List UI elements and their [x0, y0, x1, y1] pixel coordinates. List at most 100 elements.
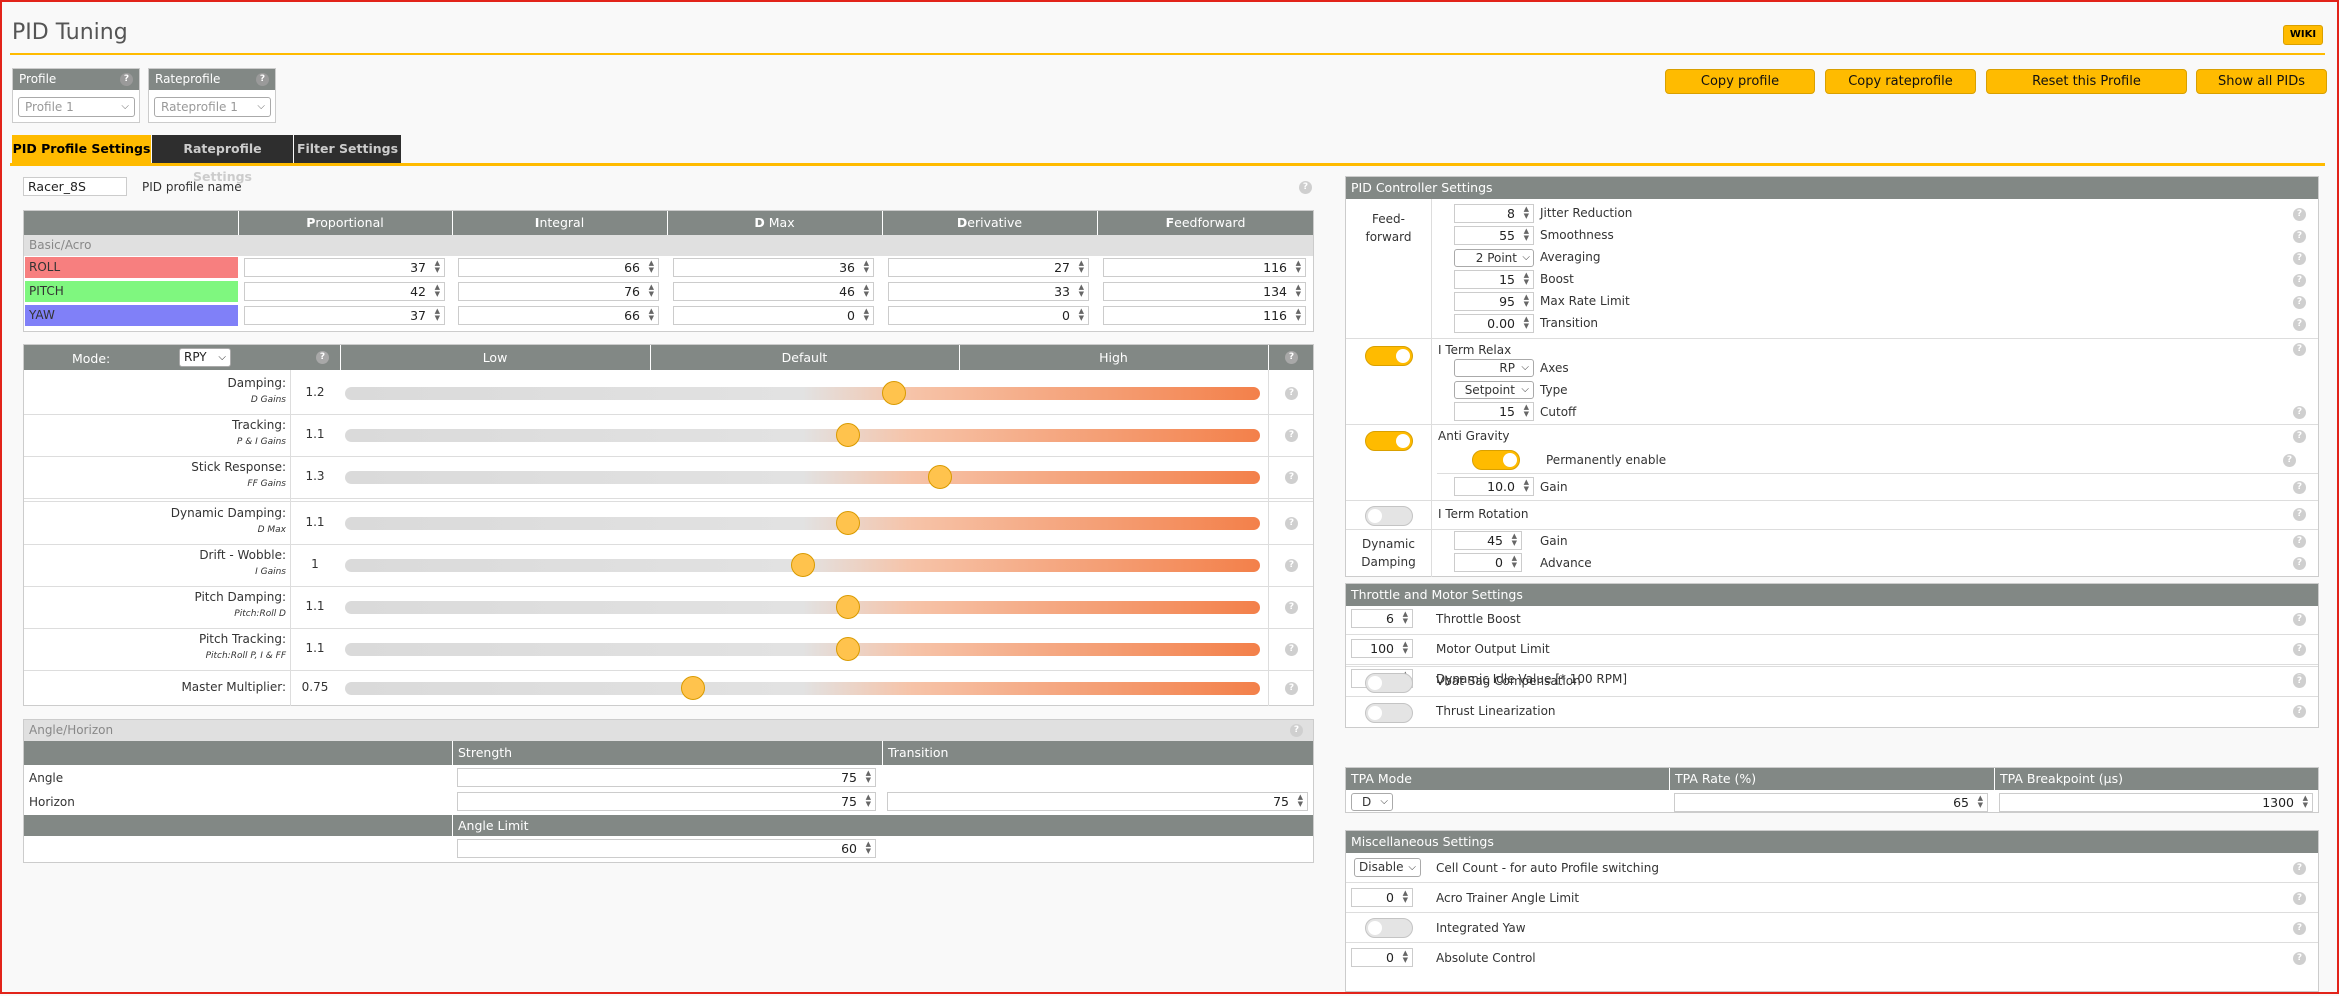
slider-track[interactable] — [345, 601, 1260, 614]
pid-input[interactable]: 134 ▲ ▼ — [1103, 282, 1306, 301]
slider-thumb[interactable] — [928, 465, 952, 489]
pid-input[interactable]: 76 ▲ ▼ — [458, 282, 659, 301]
help-icon[interactable]: ? — [1285, 387, 1298, 400]
pid-input[interactable]: 33 ▲ ▼ — [888, 282, 1089, 301]
show-all-pids-button[interactable]: Show all PIDs — [2196, 69, 2327, 94]
cell-count-select[interactable]: Disable ⌵ — [1354, 858, 1421, 877]
anti-gravity-toggle[interactable] — [1365, 431, 1413, 451]
tpa-mode-select[interactable]: D ⌵ — [1351, 793, 1393, 811]
spinner-icon[interactable]: ▲▼ — [1295, 259, 1301, 274]
throttle-input[interactable]: 100 ▲ ▼ — [1351, 639, 1413, 658]
help-icon[interactable]: ? — [2293, 406, 2306, 419]
iterm-relax-cutoff-input[interactable]: 15 ▲ ▼ — [1454, 402, 1534, 421]
spinner-icon[interactable]: ▲▼ — [865, 840, 871, 855]
slider-thumb[interactable] — [882, 381, 906, 405]
absolute-control-input[interactable]: 0 ▲ ▼ — [1351, 948, 1413, 967]
ff-input[interactable]: 55 ▲ ▼ — [1454, 226, 1534, 245]
iterm-relax-type-select[interactable]: Setpoint ⌵ — [1454, 381, 1534, 399]
integrated-yaw-toggle[interactable] — [1365, 918, 1413, 938]
help-icon[interactable]: ? — [256, 73, 269, 86]
help-icon[interactable]: ? — [1285, 682, 1298, 695]
spinner-icon[interactable]: ▲▼ — [648, 283, 654, 298]
help-icon[interactable]: ? — [2293, 892, 2306, 905]
help-icon[interactable]: ? — [1299, 181, 1312, 194]
help-icon[interactable]: ? — [1285, 517, 1298, 530]
slider-track[interactable] — [345, 429, 1260, 442]
spinner-icon[interactable]: ▲▼ — [863, 283, 869, 298]
spinner-icon[interactable]: ▲▼ — [1402, 949, 1408, 964]
pid-input[interactable]: 116 ▲ ▼ — [1103, 306, 1306, 325]
spinner-icon[interactable]: ▲▼ — [434, 259, 440, 274]
spinner-icon[interactable]: ▲▼ — [863, 307, 869, 322]
help-icon[interactable]: ? — [120, 73, 133, 86]
pid-input[interactable]: 0 ▲ ▼ — [888, 306, 1089, 325]
mode-select[interactable]: RPY ⌵ — [179, 348, 231, 367]
vbat-sag-toggle[interactable] — [1365, 673, 1413, 693]
thrust-linearization-toggle[interactable] — [1365, 703, 1413, 723]
spinner-icon[interactable]: ▲▼ — [1402, 610, 1408, 625]
help-icon[interactable]: ? — [2293, 557, 2306, 570]
help-icon[interactable]: ? — [1285, 643, 1298, 656]
anti-gravity-permanent-toggle[interactable] — [1472, 450, 1520, 470]
spinner-icon[interactable]: ▲▼ — [2302, 794, 2308, 809]
spinner-icon[interactable]: ▲▼ — [1523, 205, 1529, 220]
angle-limit-input[interactable]: 60 ▲ ▼ — [457, 839, 876, 858]
ff-input[interactable]: 0.00 ▲ ▼ — [1454, 314, 1534, 333]
spinner-icon[interactable]: ▲▼ — [1977, 794, 1983, 809]
slider-thumb[interactable] — [836, 595, 860, 619]
help-icon[interactable]: ? — [2293, 643, 2306, 656]
wiki-button[interactable]: WIKI — [2283, 25, 2323, 45]
spinner-icon[interactable]: ▲▼ — [1523, 293, 1529, 308]
slider-track[interactable] — [345, 387, 1260, 400]
tpa-breakpoint-input[interactable]: 1300 ▲ ▼ — [1999, 793, 2313, 812]
iterm-relax-axes-select[interactable]: RP ⌵ — [1454, 359, 1534, 377]
slider-track[interactable] — [345, 643, 1260, 656]
help-icon[interactable]: ? — [2293, 481, 2306, 494]
pid-input[interactable]: 0 ▲ ▼ — [673, 306, 874, 325]
help-icon[interactable]: ? — [316, 351, 329, 364]
spinner-icon[interactable]: ▲▼ — [1297, 793, 1303, 808]
spinner-icon[interactable]: ▲▼ — [1078, 259, 1084, 274]
ff-input[interactable]: 15 ▲ ▼ — [1454, 270, 1534, 289]
profile-select[interactable]: Profile 1 ⌵ — [18, 97, 135, 117]
help-icon[interactable]: ? — [2293, 535, 2306, 548]
help-icon[interactable]: ? — [2293, 274, 2306, 287]
spinner-icon[interactable]: ▲▼ — [863, 259, 869, 274]
dyn-damping-gain-input[interactable]: 45 ▲ ▼ — [1454, 531, 1522, 550]
spinner-icon[interactable]: ▲▼ — [1078, 307, 1084, 322]
horizon-transition-input[interactable]: 75 ▲ ▼ — [887, 792, 1308, 811]
slider-thumb[interactable] — [836, 637, 860, 661]
spinner-icon[interactable]: ▲▼ — [1523, 227, 1529, 242]
throttle-input[interactable]: 6 ▲ ▼ — [1351, 609, 1413, 628]
dyn-damping-advance-input[interactable]: 0 ▲ ▼ — [1454, 553, 1522, 572]
slider-track[interactable] — [345, 682, 1260, 695]
slider-thumb[interactable] — [836, 423, 860, 447]
spinner-icon[interactable]: ▲▼ — [1295, 283, 1301, 298]
ff-input[interactable]: 8 ▲ ▼ — [1454, 204, 1534, 223]
help-icon[interactable]: ? — [2283, 454, 2296, 467]
averaging-select[interactable]: 2 Point ⌵ — [1454, 249, 1534, 267]
pid-input[interactable]: 42 ▲ ▼ — [244, 282, 445, 301]
pid-profile-name-input[interactable]: Racer_8S — [23, 177, 127, 196]
slider-thumb[interactable] — [681, 676, 705, 700]
help-icon[interactable]: ? — [1285, 429, 1298, 442]
slider-track[interactable] — [345, 471, 1260, 484]
spinner-icon[interactable]: ▲▼ — [1523, 315, 1529, 330]
help-icon[interactable]: ? — [2293, 705, 2306, 718]
tab-rateprofile-settings[interactable]: Rateprofile Settings — [152, 135, 293, 184]
help-icon[interactable]: ? — [2293, 252, 2306, 265]
pid-input[interactable]: 116 ▲ ▼ — [1103, 258, 1306, 277]
slider-track[interactable] — [345, 517, 1260, 530]
horizon-strength-input[interactable]: 75 ▲ ▼ — [457, 792, 876, 811]
spinner-icon[interactable]: ▲▼ — [648, 307, 654, 322]
spinner-icon[interactable]: ▲▼ — [1511, 532, 1517, 547]
help-icon[interactable]: ? — [2293, 208, 2306, 221]
spinner-icon[interactable]: ▲▼ — [1402, 640, 1408, 655]
spinner-icon[interactable]: ▲▼ — [865, 793, 871, 808]
spinner-icon[interactable]: ▲▼ — [648, 259, 654, 274]
help-icon[interactable]: ? — [2293, 230, 2306, 243]
pid-input[interactable]: 37 ▲ ▼ — [244, 306, 445, 325]
iterm-rotation-toggle[interactable] — [1365, 506, 1413, 526]
pid-input[interactable]: 66 ▲ ▼ — [458, 306, 659, 325]
help-icon[interactable]: ? — [2293, 675, 2306, 688]
